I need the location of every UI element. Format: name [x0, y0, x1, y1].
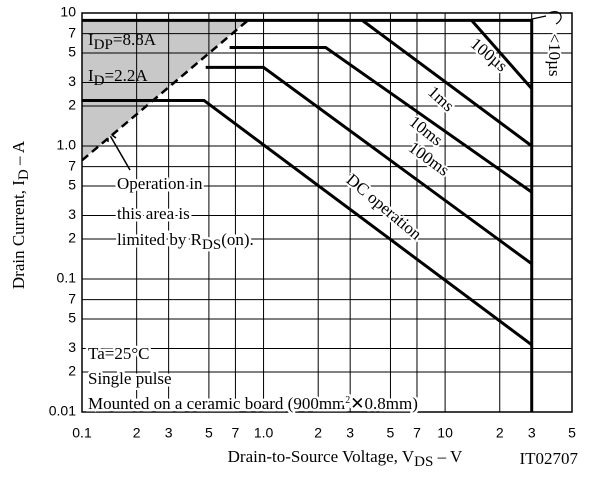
y-tick-label: 2	[68, 363, 76, 379]
x-tick-label: 3	[346, 425, 354, 441]
x-tick-label: 3	[528, 425, 536, 441]
x-tick-label: 2	[314, 425, 322, 441]
y-tick-label: 3	[68, 73, 76, 89]
text-part: Drain Current, I	[9, 180, 28, 289]
text-part: Single pulse	[88, 369, 172, 388]
series-label: DC operation	[343, 170, 426, 244]
x-tick-label: 10	[437, 425, 453, 441]
text-part: ✕0.8mm)	[350, 394, 418, 413]
figure-code: IT02707	[519, 449, 578, 468]
text-part: – A	[9, 140, 28, 169]
text-part: I	[88, 30, 94, 49]
text-part: DP	[94, 37, 113, 53]
text-part: DS	[202, 237, 221, 253]
text-part: Drain-to-Source Voltage, V	[228, 447, 415, 466]
y-tick-label: 5	[68, 177, 76, 193]
y-tick-label: 0.01	[49, 403, 76, 419]
y-tick-label: 0.1	[57, 270, 77, 286]
series-line	[82, 98, 533, 347]
text-part: Mounted on a ceramic board (900mm	[88, 394, 345, 413]
y-axis-label: Drain Current, ID – A	[9, 140, 32, 289]
x-tick-label: 7	[413, 425, 421, 441]
series-line	[229, 46, 533, 194]
annotation: Operation in	[117, 174, 203, 193]
y-tick-label: 5	[68, 44, 76, 60]
text-part: D	[94, 73, 105, 89]
text-part: =2.2A	[105, 66, 149, 85]
text-part: =8.8A	[113, 30, 157, 49]
y-tick-label: 3	[68, 206, 76, 222]
text-part: – V	[433, 447, 463, 466]
y-tick-label: 7	[68, 157, 76, 173]
annotation: limited by RDS(on).	[117, 230, 254, 253]
area-arrow	[107, 131, 131, 171]
text-part: (on).	[221, 230, 254, 249]
series-line	[361, 19, 533, 148]
x-tick-label: 2	[496, 425, 504, 441]
y-tick-label: 5	[68, 310, 76, 326]
y-tick-label: 10	[60, 4, 76, 20]
pulse-note: <10µs	[545, 34, 564, 77]
annotation: ID=2.2A	[88, 66, 148, 89]
series-line	[205, 65, 533, 266]
x-tick-label: 5	[568, 425, 576, 441]
y-tick-label: 7	[68, 290, 76, 306]
y-tick-label: 1.0	[57, 137, 77, 153]
y-tick-label: 3	[68, 339, 76, 355]
text-part: limited by R	[117, 230, 203, 249]
x-tick-label: 2	[133, 425, 141, 441]
pulse-arrow	[531, 11, 562, 25]
x-tick-label: 5	[205, 425, 213, 441]
text-part: this area is	[117, 204, 190, 223]
annotation: Mounted on a ceramic board (900mm2✕0.8mm…	[88, 394, 418, 413]
annotation: Single pulse	[88, 369, 172, 388]
text-part: D	[16, 169, 32, 180]
x-tick-label: 0.1	[72, 425, 92, 441]
text-part: Operation in	[117, 174, 203, 193]
text-part: DS	[414, 454, 433, 470]
x-tick-label: 3	[165, 425, 173, 441]
x-tick-label: 7	[232, 425, 240, 441]
annotation: this area is	[117, 204, 190, 223]
text-part: I	[88, 66, 94, 85]
annotation: IDP=8.8A	[88, 30, 157, 53]
plot-frame	[81, 12, 573, 413]
y-tick-label: 2	[68, 230, 76, 246]
y-tick-label: 2	[68, 97, 76, 113]
series-line	[82, 18, 534, 412]
x-tick-label: 5	[387, 425, 395, 441]
text-part: Ta=25°C	[88, 344, 149, 363]
x-tick-label: 1.0	[254, 425, 274, 441]
series-line	[470, 19, 533, 90]
x-axis-label: Drain-to-Source Voltage, VDS – V	[228, 447, 463, 470]
y-tick-label: 7	[68, 24, 76, 40]
annotation: Ta=25°C	[88, 344, 149, 363]
limit-line	[81, 19, 249, 162]
text-part: 2	[345, 395, 350, 406]
